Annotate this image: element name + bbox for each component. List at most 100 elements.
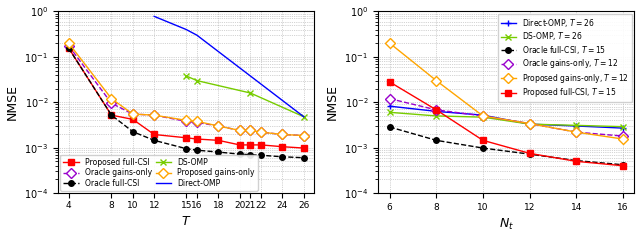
Proposed gains-only, $T = 12$ bbox=[619, 138, 627, 140]
Proposed gains-only bbox=[300, 134, 308, 137]
Proposed gains-only, $T = 12$ bbox=[386, 42, 394, 45]
Proposed gains-only bbox=[108, 97, 115, 100]
Oracle full-CSI bbox=[65, 47, 72, 50]
Oracle full-CSI bbox=[150, 139, 158, 142]
DS-OMP, $T =26$ bbox=[386, 111, 394, 114]
Proposed full-CSI bbox=[278, 145, 286, 148]
Oracle gains-only, $T = 12$ bbox=[386, 97, 394, 100]
Proposed gains-only bbox=[278, 133, 286, 136]
Oracle full-CSI bbox=[278, 155, 286, 158]
DS-OMP bbox=[182, 74, 190, 77]
Line: Proposed full-CSI: Proposed full-CSI bbox=[66, 45, 307, 151]
Proposed full-CSI bbox=[193, 138, 201, 140]
Direct-OMP, $T = 26$ bbox=[386, 105, 394, 108]
Proposed gains-only, $T = 12$ bbox=[433, 79, 440, 82]
Proposed full-CSI bbox=[246, 144, 254, 146]
DS-OMP, $T =26$ bbox=[479, 116, 487, 119]
Y-axis label: NMSE: NMSE bbox=[6, 84, 19, 120]
DS-OMP, $T =26$ bbox=[433, 114, 440, 117]
Oracle full-CSI, $T = 15$ bbox=[479, 147, 487, 149]
Line: Oracle gains-only: Oracle gains-only bbox=[65, 42, 307, 139]
Direct-OMP bbox=[150, 15, 158, 18]
Proposed gains-only, $T = 12$ bbox=[479, 114, 487, 117]
Proposed full-CSI, $T = 15$ bbox=[572, 160, 580, 163]
Oracle full-CSI bbox=[257, 154, 265, 157]
Line: Proposed gains-only, $T = 12$: Proposed gains-only, $T = 12$ bbox=[386, 40, 627, 143]
Oracle gains-only, $T = 12$ bbox=[433, 109, 440, 111]
Proposed full-CSI, $T = 15$ bbox=[525, 152, 533, 155]
Oracle full-CSI bbox=[246, 153, 254, 156]
Direct-OMP, $T = 26$ bbox=[572, 124, 580, 127]
Proposed full-CSI bbox=[236, 144, 243, 146]
Line: Oracle full-CSI, $T = 15$: Oracle full-CSI, $T = 15$ bbox=[387, 124, 625, 168]
Direct-OMP, $T = 26$ bbox=[525, 123, 533, 126]
Proposed gains-only bbox=[193, 120, 201, 123]
Direct-OMP bbox=[300, 115, 308, 118]
Oracle gains-only bbox=[108, 102, 115, 105]
Y-axis label: NMSE: NMSE bbox=[326, 84, 339, 120]
DS-OMP, $T =26$ bbox=[525, 123, 533, 126]
Proposed gains-only, $T = 12$ bbox=[525, 122, 533, 125]
Oracle gains-only bbox=[129, 113, 137, 115]
Proposed full-CSI, $T = 15$ bbox=[433, 109, 440, 111]
Line: Oracle gains-only, $T = 12$: Oracle gains-only, $T = 12$ bbox=[386, 95, 627, 139]
Line: Direct-OMP: Direct-OMP bbox=[154, 16, 304, 117]
Oracle full-CSI bbox=[182, 147, 190, 150]
Oracle gains-only bbox=[278, 133, 286, 136]
Proposed gains-only bbox=[246, 129, 254, 132]
Oracle full-CSI bbox=[214, 151, 222, 154]
Legend: Proposed full-CSI, Oracle gains-only, Oracle full-CSI, DS-OMP, Proposed gains-on: Proposed full-CSI, Oracle gains-only, Or… bbox=[60, 155, 258, 191]
Oracle gains-only bbox=[150, 114, 158, 117]
Proposed gains-only bbox=[150, 114, 158, 117]
Proposed gains-only bbox=[257, 131, 265, 134]
Oracle gains-only bbox=[257, 131, 265, 134]
Direct-OMP, $T = 26$ bbox=[619, 127, 627, 129]
Proposed gains-only bbox=[65, 42, 72, 45]
Line: Proposed gains-only: Proposed gains-only bbox=[65, 40, 307, 139]
Oracle gains-only, $T = 12$ bbox=[619, 135, 627, 138]
Direct-OMP bbox=[182, 28, 190, 31]
Proposed full-CSI bbox=[150, 133, 158, 136]
Proposed gains-only, $T = 12$ bbox=[572, 131, 580, 134]
Oracle gains-only bbox=[65, 45, 72, 47]
Proposed gains-only bbox=[236, 129, 243, 132]
Oracle gains-only bbox=[236, 129, 243, 132]
Oracle full-CSI bbox=[300, 156, 308, 159]
X-axis label: $T$: $T$ bbox=[181, 215, 191, 228]
Oracle full-CSI, $T = 15$ bbox=[572, 159, 580, 162]
Oracle gains-only bbox=[193, 121, 201, 124]
Oracle gains-only bbox=[246, 129, 254, 132]
Proposed full-CSI, $T = 15$ bbox=[479, 139, 487, 142]
Proposed full-CSI bbox=[300, 147, 308, 149]
Oracle full-CSI, $T = 15$ bbox=[386, 126, 394, 129]
Proposed full-CSI, $T = 15$ bbox=[619, 164, 627, 167]
Oracle full-CSI, $T = 15$ bbox=[433, 139, 440, 142]
Oracle full-CSI bbox=[236, 153, 243, 156]
Oracle gains-only, $T = 12$ bbox=[572, 131, 580, 134]
Direct-OMP, $T = 26$ bbox=[479, 114, 487, 117]
Oracle full-CSI bbox=[129, 130, 137, 133]
Oracle gains-only bbox=[182, 120, 190, 123]
Line: Direct-OMP, $T = 26$: Direct-OMP, $T = 26$ bbox=[386, 103, 627, 132]
DS-OMP, $T =26$ bbox=[619, 125, 627, 128]
Proposed full-CSI bbox=[129, 118, 137, 121]
Proposed gains-only bbox=[129, 113, 137, 115]
Line: Proposed full-CSI, $T = 15$: Proposed full-CSI, $T = 15$ bbox=[387, 79, 625, 169]
Oracle full-CSI, $T = 15$ bbox=[525, 153, 533, 156]
Oracle gains-only bbox=[300, 134, 308, 137]
Line: DS-OMP: DS-OMP bbox=[183, 72, 307, 120]
Proposed full-CSI bbox=[65, 47, 72, 50]
Oracle full-CSI, $T = 15$ bbox=[619, 163, 627, 166]
Legend: Direct-OMP, $T = 26$, DS-OMP, $T =26$, Oracle full-CSI, $T = 15$, Oracle gains-o: Direct-OMP, $T = 26$, DS-OMP, $T =26$, O… bbox=[498, 14, 632, 103]
Proposed full-CSI bbox=[182, 136, 190, 139]
Direct-OMP bbox=[193, 34, 201, 37]
Oracle full-CSI bbox=[193, 149, 201, 152]
DS-OMP, $T =26$ bbox=[572, 124, 580, 127]
Proposed gains-only bbox=[214, 124, 222, 127]
Proposed full-CSI bbox=[257, 144, 265, 146]
Proposed full-CSI bbox=[108, 114, 115, 117]
Proposed full-CSI, $T = 15$ bbox=[386, 80, 394, 83]
Line: DS-OMP, $T =26$: DS-OMP, $T =26$ bbox=[386, 109, 627, 130]
Line: Oracle full-CSI: Oracle full-CSI bbox=[66, 45, 307, 160]
Oracle gains-only, $T = 12$ bbox=[525, 122, 533, 125]
